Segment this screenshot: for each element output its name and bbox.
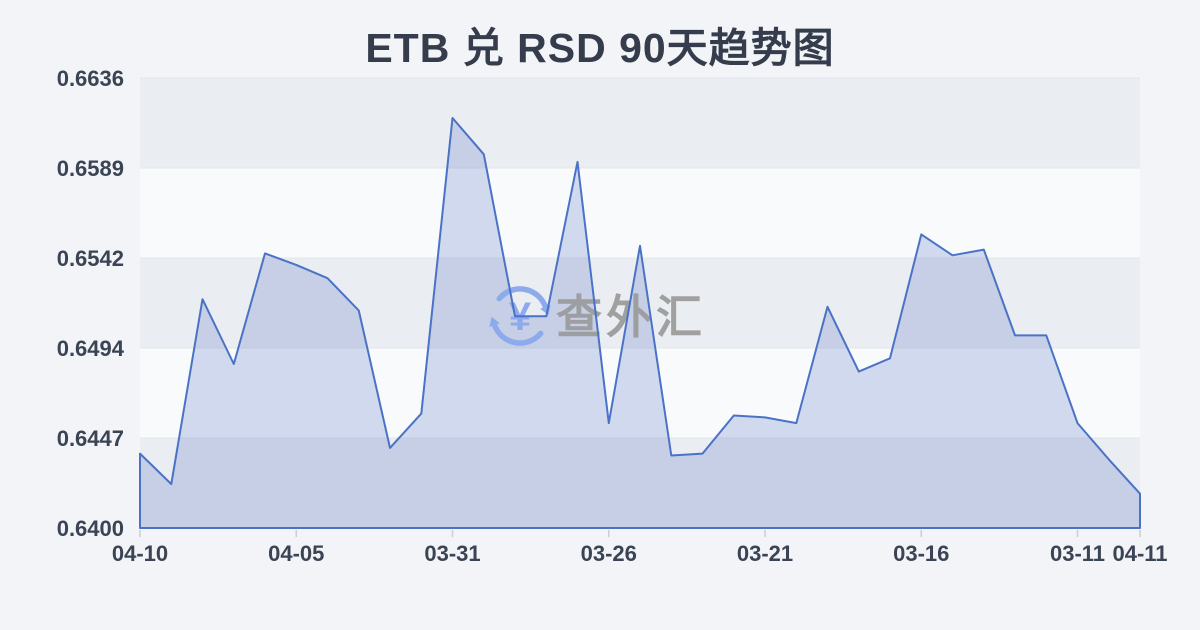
y-axis-label: 0.6447 — [57, 426, 124, 451]
y-axis-label: 0.6542 — [57, 246, 124, 271]
area-series-line — [139, 117, 1141, 529]
x-axis-label: 04-10 — [112, 541, 168, 566]
page-title: ETB 兑 RSD 90天趋势图 — [365, 25, 835, 71]
x-axis: 04-10 04-05 03-31 03-26 03-21 03-16 03-11 04-11 — [112, 530, 1168, 566]
area-fill — [140, 118, 1140, 528]
area-series-fill — [140, 118, 1140, 528]
plot-bands — [140, 78, 1140, 528]
plot-band — [140, 78, 1140, 168]
y-axis: 0.6636 0.6589 0.6542 0.6494 0.6447 0.6400 — [57, 66, 125, 541]
y-axis-label: 0.6400 — [57, 516, 124, 541]
x-axis-label: 03-21 — [737, 541, 793, 566]
x-axis-label: 04-05 — [268, 541, 324, 566]
plot-band — [140, 258, 1140, 348]
y-axis-label: 0.6494 — [57, 336, 125, 361]
x-axis-label: 03-11 — [1050, 541, 1105, 566]
plot-band — [140, 348, 1140, 438]
x-axis-label: 03-16 — [893, 541, 949, 566]
y-axis-label: 0.6636 — [57, 66, 124, 91]
watermark: ¥ 查外汇 — [489, 286, 706, 346]
watermark-label: 查外汇 — [556, 291, 706, 343]
plot-band — [140, 168, 1140, 258]
series-line — [139, 117, 1141, 529]
x-axis-label: 03-26 — [581, 541, 637, 566]
x-axis-label: 03-31 — [424, 541, 480, 566]
x-axis-label: 04-11 — [1112, 541, 1167, 566]
y-axis-label: 0.6589 — [57, 156, 124, 181]
plot-band — [140, 438, 1140, 528]
